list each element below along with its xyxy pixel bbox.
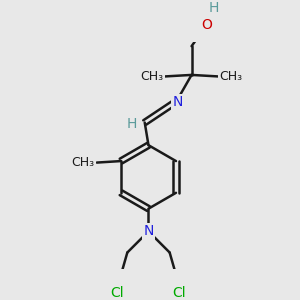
Text: H: H: [127, 117, 137, 131]
Text: H: H: [209, 1, 219, 15]
Text: Cl: Cl: [173, 286, 186, 300]
Text: N: N: [173, 95, 183, 109]
Text: CH₃: CH₃: [140, 70, 164, 83]
Text: N: N: [143, 224, 154, 238]
Text: O: O: [201, 18, 212, 32]
Text: CH₃: CH₃: [220, 70, 243, 83]
Text: CH₃: CH₃: [71, 156, 94, 169]
Text: Cl: Cl: [111, 286, 124, 300]
